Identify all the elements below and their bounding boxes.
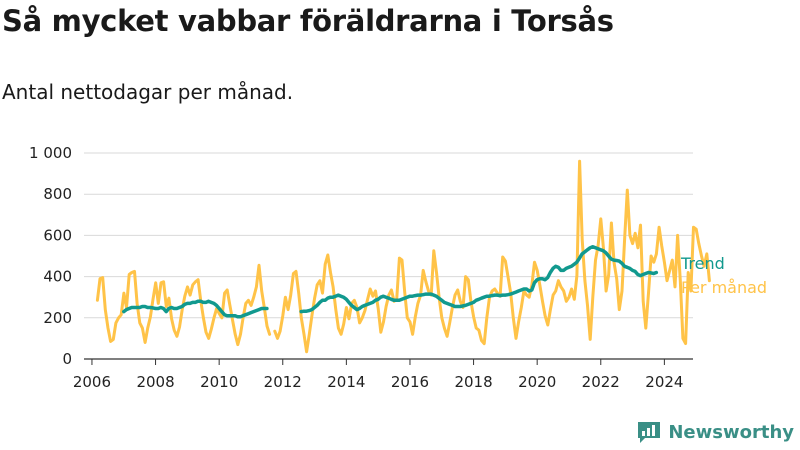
chart-subtitle: Antal nettodagar per månad. xyxy=(2,80,294,104)
y-tick-label: 1 000 xyxy=(29,144,72,162)
series-line-trend xyxy=(299,244,659,314)
series-line-per-manad xyxy=(95,263,272,347)
x-tick-label: 2022 xyxy=(582,373,620,391)
x-tick-label: 2008 xyxy=(136,373,174,391)
chart-title: Så mycket vabbar föräldrarna i Torsås xyxy=(2,4,614,38)
x-tick-label: 2006 xyxy=(73,373,111,391)
legend-monthly-label: Per månad xyxy=(681,278,767,297)
y-tick-label: 400 xyxy=(43,268,72,286)
series-line-trend xyxy=(122,299,269,319)
series xyxy=(95,159,711,354)
newsworthy-logo: Newsworthy xyxy=(636,420,794,444)
x-tick-label: 2024 xyxy=(645,373,683,391)
y-tick-label: 600 xyxy=(43,226,72,244)
y-tick-label: 800 xyxy=(43,185,72,203)
legend-trend-label: Trend xyxy=(680,254,725,273)
y-tick-label: 200 xyxy=(43,309,72,327)
x-tick-label: 2014 xyxy=(327,373,365,391)
legend: Trend Per månad xyxy=(680,254,767,297)
x-tick-label: 2012 xyxy=(264,373,302,391)
y-tick-label: 0 xyxy=(62,350,72,368)
x-tick-label: 2016 xyxy=(391,373,429,391)
series-line-per-manad xyxy=(273,159,711,354)
x-tick-label: 2020 xyxy=(518,373,556,391)
axes: 0 200 400 600 800 1 000 2006 2008 2010 2012 2014 20… xyxy=(29,144,693,391)
gridlines xyxy=(84,152,693,319)
x-tick-label: 2018 xyxy=(454,373,492,391)
newsworthy-icon xyxy=(638,422,661,443)
brand-name: Newsworthy xyxy=(668,421,794,443)
x-tick-label: 2010 xyxy=(200,373,238,391)
